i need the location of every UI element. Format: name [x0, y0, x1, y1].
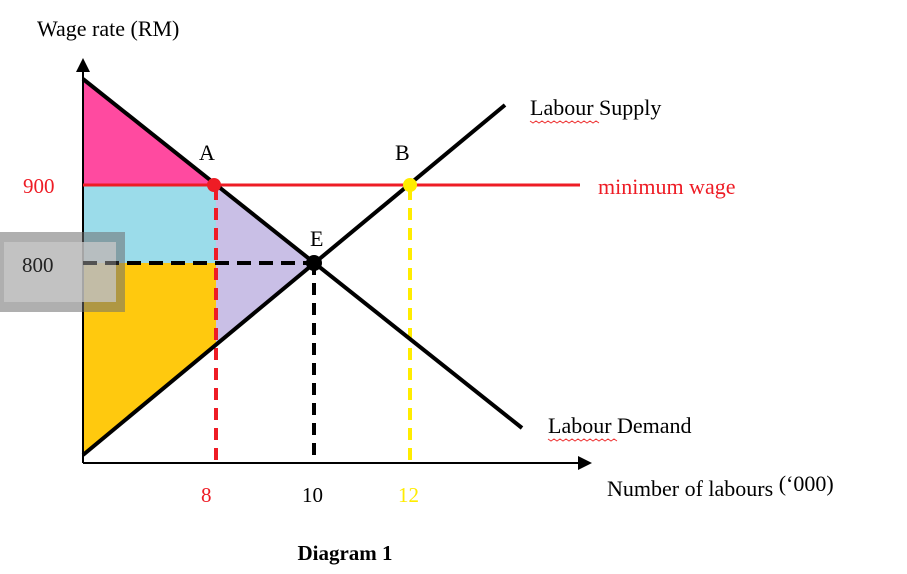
x-axis-arrow	[578, 456, 592, 470]
point-b-label: B	[395, 140, 410, 165]
supply-label: Labour Supply	[530, 95, 661, 120]
x-tick-8: 8	[201, 483, 212, 507]
point-b	[403, 178, 417, 192]
point-a-label: A	[199, 140, 215, 165]
purple-area	[216, 187, 314, 344]
diagram-title: Diagram 1	[297, 541, 392, 565]
spellcheck-underline-demand	[547, 438, 618, 442]
y-tick-800: 800	[22, 253, 54, 277]
min-wage-label: minimum wage	[598, 174, 735, 199]
point-a	[207, 178, 221, 192]
point-e	[306, 255, 322, 271]
y-tick-900: 900	[23, 174, 55, 198]
demand-label: Labour Demand	[548, 413, 692, 438]
highlight-box-inner	[4, 242, 116, 302]
point-e-label: E	[310, 226, 323, 251]
y-axis-arrow	[76, 58, 90, 72]
y-axis-label: Wage rate (RM)	[37, 16, 179, 41]
x-tick-10: 10	[302, 483, 323, 507]
spellcheck-underline-supply	[529, 120, 600, 124]
supply-curve	[81, 103, 507, 457]
x-axis-label: Number of labours (‘000)	[607, 471, 834, 501]
demand-curve	[81, 77, 524, 430]
x-tick-12: 12	[398, 483, 419, 507]
